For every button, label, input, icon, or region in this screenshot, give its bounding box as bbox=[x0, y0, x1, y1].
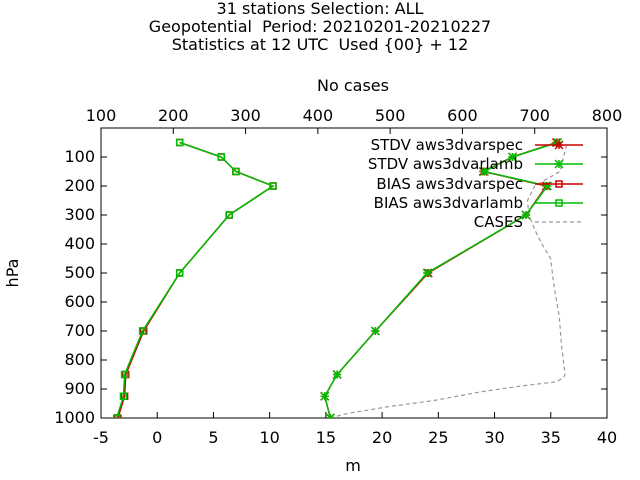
y-tick-label: 400 bbox=[64, 234, 95, 253]
data-point bbox=[175, 269, 184, 277]
series-line bbox=[323, 141, 558, 418]
data-point bbox=[175, 138, 184, 147]
x-tick-label: 10 bbox=[259, 428, 279, 447]
data-point bbox=[325, 413, 335, 418]
x2-tick-label: 200 bbox=[158, 106, 189, 125]
x-tick-label: 25 bbox=[428, 428, 448, 447]
x-tick-label: 20 bbox=[372, 428, 392, 447]
data-point bbox=[479, 166, 489, 177]
x2-tick-label: 100 bbox=[86, 106, 117, 125]
y-axis-label: hPa bbox=[3, 259, 22, 288]
legend-label: CASES bbox=[474, 213, 523, 231]
legend-label: STDV aws3dvarspec bbox=[371, 136, 523, 154]
legend-marker bbox=[555, 180, 563, 188]
data-point bbox=[232, 167, 240, 176]
data-point bbox=[225, 211, 233, 219]
y-tick-label: 1000 bbox=[54, 408, 95, 427]
x-axis-label: m bbox=[345, 456, 361, 475]
data-point bbox=[138, 327, 147, 335]
chart-title-line-3: Statistics at 12 UTC Used {00} + 12 bbox=[171, 35, 469, 54]
x-tick-label: 40 bbox=[597, 428, 617, 447]
y-tick-label: 300 bbox=[64, 205, 95, 224]
x2-tick-label: 700 bbox=[519, 106, 550, 125]
data-point bbox=[332, 369, 342, 380]
data-point bbox=[119, 392, 128, 400]
x2-axis-label: No cases bbox=[317, 76, 389, 95]
data-point bbox=[542, 181, 552, 191]
chart-title-line-2: Geopotential Period: 20210201-20210227 bbox=[148, 17, 492, 36]
x-tick-label: 5 bbox=[208, 428, 218, 447]
y-tick-label: 900 bbox=[64, 379, 95, 398]
y-tick-label: 600 bbox=[64, 292, 95, 311]
legend-label: BIAS aws3dvarlamb bbox=[374, 194, 523, 212]
data-point bbox=[508, 152, 518, 162]
x2-tick-label: 400 bbox=[303, 106, 334, 125]
legend-marker bbox=[554, 159, 564, 169]
y-tick-label: 700 bbox=[64, 321, 95, 340]
series-line bbox=[329, 142, 568, 418]
x2-tick-label: 800 bbox=[592, 106, 623, 125]
data-point bbox=[370, 326, 380, 336]
data-point bbox=[320, 391, 330, 401]
x-tick-label: -5 bbox=[93, 428, 109, 447]
x2-tick-label: 300 bbox=[230, 106, 261, 125]
series-line bbox=[115, 141, 275, 418]
y-tick-label: 800 bbox=[64, 350, 95, 369]
x2-tick-label: 600 bbox=[447, 106, 478, 125]
y-tick-label: 500 bbox=[64, 263, 95, 282]
y-tick-label: 200 bbox=[64, 176, 95, 195]
data-point bbox=[120, 370, 129, 379]
data-point bbox=[217, 153, 226, 161]
x2-tick-label: 500 bbox=[375, 106, 406, 125]
x-tick-label: 15 bbox=[316, 428, 336, 447]
x-tick-label: 35 bbox=[541, 428, 561, 447]
chart-title-line-1: 31 stations Selection: ALL bbox=[216, 0, 424, 18]
legend-label: STDV aws3dvarlamb bbox=[368, 155, 523, 173]
legend-marker bbox=[555, 199, 563, 207]
x-tick-label: 30 bbox=[484, 428, 504, 447]
data-point bbox=[269, 182, 277, 190]
x-tick-label: 0 bbox=[152, 428, 162, 447]
data-point bbox=[112, 414, 121, 418]
legend-label: BIAS aws3dvarspec bbox=[376, 175, 523, 193]
series-line bbox=[117, 141, 275, 418]
data-point bbox=[521, 210, 531, 220]
legend-marker bbox=[554, 140, 564, 150]
data-point bbox=[422, 268, 432, 278]
y-tick-label: 100 bbox=[64, 147, 95, 166]
